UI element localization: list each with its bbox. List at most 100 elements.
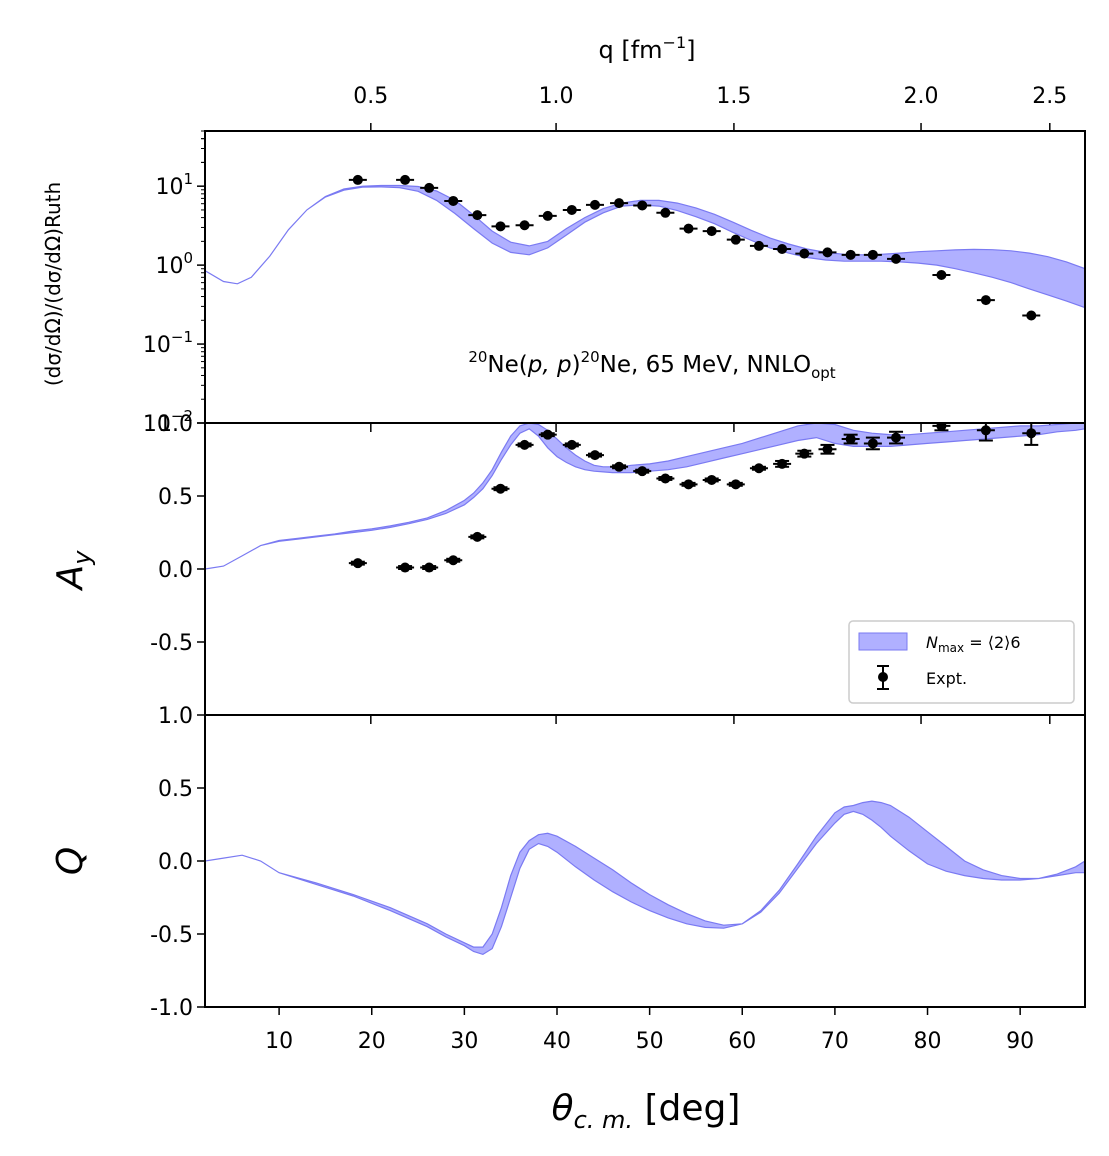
y-tick-label: -0.5 xyxy=(150,923,193,948)
expt-marker xyxy=(845,434,856,445)
expt-marker xyxy=(637,200,648,211)
expt-point xyxy=(491,483,510,494)
expt-marker xyxy=(495,483,506,494)
expt-point xyxy=(633,466,652,477)
legend-points-label: Expt. xyxy=(926,669,967,688)
x-axis-title: θc. m. [deg] xyxy=(552,1088,741,1134)
expt-point xyxy=(795,448,814,459)
expt-point xyxy=(749,240,768,251)
expt-point xyxy=(702,474,721,485)
expt-marker xyxy=(980,295,991,306)
expt-marker xyxy=(400,562,411,573)
expt-marker xyxy=(660,473,671,484)
expt-marker xyxy=(495,221,506,232)
expt-marker xyxy=(706,474,717,485)
reaction-annotation: 20Ne(p, p)20Ne, 65 MeV, NNLOopt xyxy=(468,348,835,382)
expt-marker xyxy=(424,182,435,193)
ay-ylabel: Ay xyxy=(50,550,96,592)
expt-point xyxy=(468,210,487,221)
expt-marker xyxy=(777,244,788,255)
expt-point xyxy=(515,220,534,231)
legend-band-swatch xyxy=(858,632,908,651)
expt-marker xyxy=(660,207,671,218)
expt-marker xyxy=(448,195,459,206)
y-tick-label: 0.0 xyxy=(158,558,193,583)
top-axis-tick-label: 0.5 xyxy=(353,84,388,109)
expt-point xyxy=(562,439,581,450)
legend: Nmax = ⟨2⟩6 Expt. xyxy=(848,620,1075,704)
expt-marker xyxy=(448,555,459,566)
top-axis-tick-label: 1.5 xyxy=(716,84,751,109)
expt-point xyxy=(491,221,510,232)
top-axis-title-sup: −1 xyxy=(663,33,687,52)
expt-point xyxy=(749,463,768,474)
y-tick-label: 10−1 xyxy=(143,328,193,358)
expt-marker xyxy=(730,479,741,490)
y-tick-label: 0.5 xyxy=(158,485,193,510)
expt-point xyxy=(863,436,882,451)
expt-marker xyxy=(589,450,600,461)
expt-point xyxy=(726,479,745,490)
expt-marker xyxy=(542,429,553,440)
expt-point xyxy=(656,473,675,484)
theory-band xyxy=(205,184,1085,309)
expt-marker xyxy=(614,198,625,209)
ay-ylabel-sub: y xyxy=(68,550,96,566)
expt-marker xyxy=(936,423,947,431)
expt-point xyxy=(976,423,995,442)
x-axis-tick-label: 60 xyxy=(728,1029,756,1054)
y-tick-label: 100 xyxy=(155,249,193,279)
expt-point xyxy=(585,199,604,210)
expt-point xyxy=(932,269,951,280)
top-axis-tick-label: 2.0 xyxy=(904,84,939,109)
y-tick-label: -1.0 xyxy=(150,996,193,1021)
expt-point xyxy=(1022,423,1041,446)
expt-point xyxy=(702,226,721,237)
expt-marker xyxy=(352,174,363,185)
expt-marker xyxy=(519,220,530,231)
y-tick-label: 0.0 xyxy=(158,850,193,875)
x-axis-title-sub: c. m. xyxy=(574,1106,633,1134)
expt-point xyxy=(420,562,439,573)
plot-area xyxy=(205,800,1085,956)
x-axis-tick-label: 50 xyxy=(636,1029,664,1054)
expt-point xyxy=(841,433,860,445)
expt-marker xyxy=(936,269,947,280)
cross-section-panel: 10−1 100 101 10−2 0.5 1.0 1.5 2.0 2.5 xyxy=(143,84,1086,437)
top-axis-title-end: ] xyxy=(686,36,695,64)
expt-marker xyxy=(822,444,833,455)
expt-point xyxy=(633,200,652,211)
expt-marker xyxy=(472,210,483,221)
expt-marker xyxy=(753,240,764,251)
expt-point xyxy=(444,555,463,566)
x-axis-tick-label: 70 xyxy=(821,1029,849,1054)
expt-point xyxy=(976,295,995,306)
expt-point xyxy=(818,443,837,455)
spin-rotation-panel: -1.0 -0.5 0.0 0.5 1.0 10 20 30 40 50 60 70 80 90 xyxy=(150,704,1086,1054)
x-axis-tick-label: 40 xyxy=(543,1029,571,1054)
theory-band xyxy=(205,800,1085,956)
expt-marker xyxy=(867,249,878,260)
expt-point xyxy=(420,182,439,193)
expt-marker xyxy=(472,531,483,542)
expt-marker xyxy=(352,558,363,569)
expt-marker xyxy=(400,174,411,185)
expt-marker xyxy=(980,425,991,436)
top-axis-title: q [fm−1] xyxy=(598,33,695,64)
expt-marker xyxy=(683,479,694,490)
expt-point xyxy=(562,204,581,215)
expt-marker xyxy=(753,463,764,474)
y-tick-label: 101 xyxy=(155,170,193,200)
expt-point xyxy=(585,450,604,461)
expt-marker xyxy=(542,210,553,221)
theory-band xyxy=(205,423,1085,570)
expt-point xyxy=(396,174,415,185)
expt-marker xyxy=(777,458,788,469)
y-tick-label: 0.5 xyxy=(158,777,193,802)
x-axis-tick-label: 80 xyxy=(914,1029,942,1054)
expt-point xyxy=(1022,310,1041,321)
expt-point xyxy=(841,249,860,260)
expt-point xyxy=(863,249,882,260)
expt-point xyxy=(656,207,675,218)
expt-marker xyxy=(845,249,856,260)
